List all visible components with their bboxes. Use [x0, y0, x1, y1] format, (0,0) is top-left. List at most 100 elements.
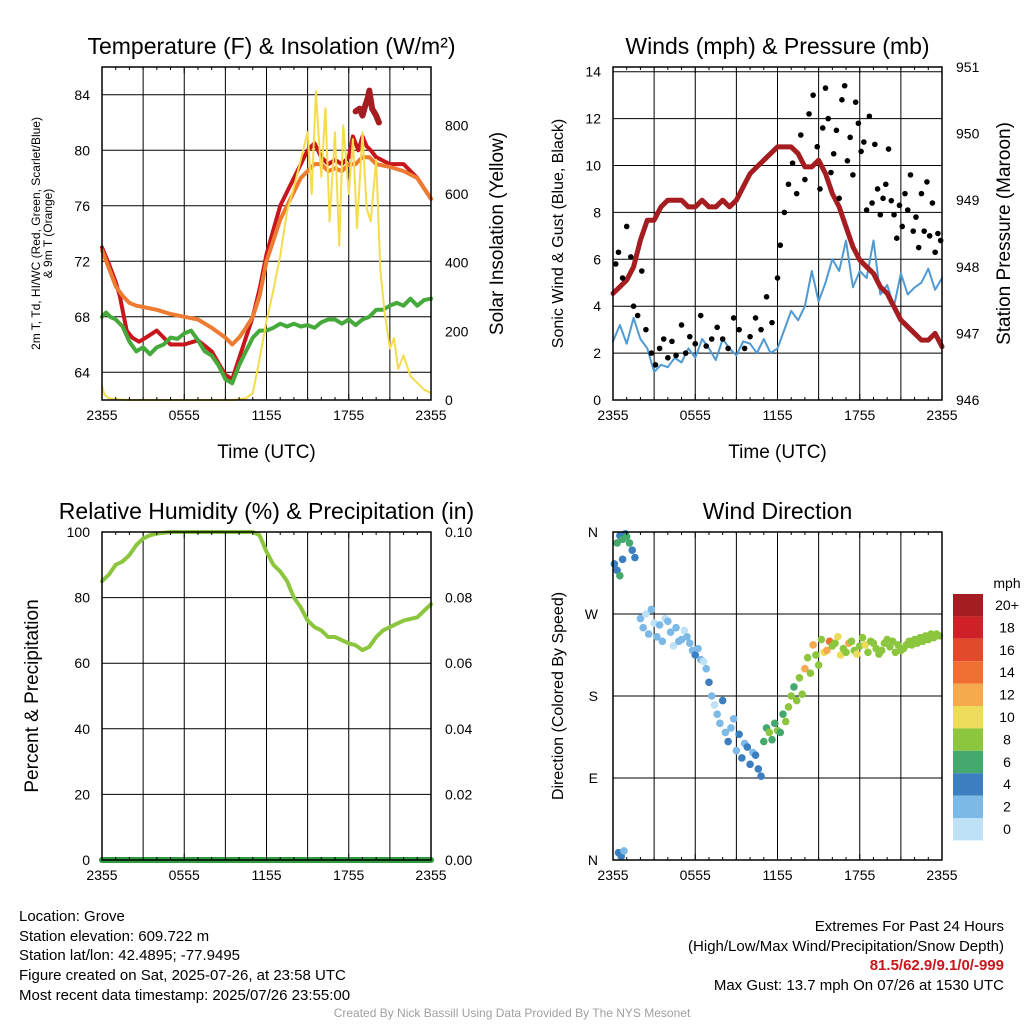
- direction-point: [765, 728, 774, 737]
- created-text: Figure created on Sat, 2025-07-26, at 23…: [19, 967, 346, 985]
- gust-point: [612, 261, 619, 267]
- y-tick-label-right: 0.00: [445, 852, 472, 868]
- gust-point: [793, 190, 800, 197]
- y-tick-label: 76: [74, 198, 90, 214]
- gust-point: [665, 354, 671, 361]
- direction-point: [694, 644, 702, 653]
- direction-point: [779, 710, 787, 719]
- direction-point: [735, 730, 743, 739]
- direction-point: [861, 641, 870, 649]
- direction-point: [814, 661, 823, 669]
- x-tick-label: 2355: [926, 407, 957, 423]
- legend-swatch: [953, 661, 983, 684]
- legend-label: 20+: [995, 597, 1019, 613]
- x-tick-label: 2355: [597, 867, 628, 883]
- y-tick-label-right: 947: [956, 325, 980, 341]
- x-tick-label: 2355: [597, 407, 628, 423]
- direction-point: [718, 696, 727, 705]
- direction-point: [776, 728, 785, 737]
- y-tick-label: 12: [585, 111, 601, 127]
- direction-title: Wind Direction: [703, 498, 853, 524]
- direction-point: [628, 546, 636, 555]
- direction-point: [653, 632, 661, 641]
- speed-legend: mph 20+ 18 16 14 12 10 8 6 4 2 0: [953, 575, 1021, 841]
- direction-point: [672, 623, 680, 632]
- y-tick-label: 80: [74, 590, 90, 606]
- x-tick-label: 2355: [926, 867, 957, 883]
- y-tick-label: 0: [593, 392, 601, 408]
- gust-point: [893, 235, 900, 241]
- y-tick-label: 2: [593, 345, 601, 361]
- gust-point: [656, 345, 663, 352]
- y-tick-label: 4: [593, 298, 601, 314]
- direction-point: [853, 650, 861, 658]
- y-tick-label-right: 949: [956, 192, 980, 208]
- gust-point: [863, 207, 870, 213]
- legend-label: 2: [1003, 799, 1011, 815]
- gust-point: [880, 195, 886, 202]
- gust-point: [825, 115, 832, 122]
- winds-series-pressure: [610, 144, 945, 350]
- direction-point: [746, 760, 754, 769]
- recent-text: Most recent data timestamp: 2025/07/26 2…: [19, 986, 351, 1004]
- gust-point: [899, 223, 906, 230]
- y-tick-label: 8: [593, 204, 601, 220]
- gust-point: [630, 303, 637, 309]
- direction-point: [669, 642, 678, 650]
- direction-point: [666, 628, 675, 637]
- gust-point: [774, 275, 781, 281]
- gust-point: [839, 97, 845, 103]
- direction-point: [809, 641, 817, 649]
- gust-point: [877, 211, 884, 218]
- y-tick-label-right: 946: [956, 392, 980, 408]
- direction-point: [618, 555, 627, 564]
- humidity-series-rh: [100, 530, 433, 653]
- winds-series-wind: [612, 239, 943, 373]
- direction-point: [751, 751, 760, 760]
- gust-point: [643, 326, 649, 333]
- y-tick-label-right: 600: [445, 186, 469, 202]
- y-tick-label-right: 0: [445, 392, 453, 408]
- temperature-ylabel-left: 2m T, Td, HI/WC (Red, Green, Scarlet/Blu…: [29, 117, 43, 350]
- winds-ylabel-left: Sonic Wind & Gust (Blue, Black): [550, 119, 567, 348]
- direction-point: [658, 637, 667, 646]
- temperature-ylabel-left-2: & 9m T (Orange): [41, 189, 55, 279]
- y-tick-label: 10: [585, 157, 601, 173]
- direction-point: [707, 692, 716, 700]
- legend-swatch: [953, 795, 983, 818]
- gust-point: [730, 315, 737, 321]
- gust-point: [697, 312, 704, 319]
- direction-point: [770, 719, 779, 728]
- y-tick-label-right: 948: [956, 259, 980, 275]
- y-tick-label: N: [588, 852, 598, 868]
- y-tick-label: 64: [74, 364, 90, 380]
- legend-swatch: [953, 750, 983, 774]
- y-tick-label: 100: [67, 524, 91, 540]
- y-tick-label-right: 0.08: [445, 590, 472, 606]
- direction-point: [639, 623, 647, 632]
- humidity-title: Relative Humidity (%) & Precipitation (i…: [59, 498, 474, 524]
- direction-point: [757, 772, 765, 780]
- gust-point: [844, 158, 851, 164]
- legend-swatch: [953, 594, 983, 617]
- temperature-series-1: [100, 155, 433, 347]
- direction-point: [842, 648, 850, 657]
- gust-point: [836, 195, 842, 202]
- gust-point: [752, 315, 759, 321]
- gust-point: [678, 322, 685, 328]
- direction-point: [683, 632, 691, 641]
- x-tick-label: 2355: [415, 867, 446, 883]
- gust-point: [852, 99, 859, 105]
- gust-point: [623, 223, 630, 230]
- direction-point: [787, 692, 796, 700]
- direction-point: [716, 719, 724, 728]
- gust-point: [847, 134, 853, 141]
- x-tick-label: 1755: [844, 407, 875, 423]
- gust-point: [921, 228, 927, 234]
- y-tick-label: N: [588, 524, 598, 540]
- legend-label: 0: [1003, 821, 1011, 837]
- winds-chart: Winds (mph) & Pressure (mb) 2355 0555 1155 1…: [550, 33, 1015, 463]
- y-tick-label: 84: [74, 87, 90, 103]
- gust-point: [817, 186, 823, 192]
- y-tick-label: 68: [74, 309, 90, 325]
